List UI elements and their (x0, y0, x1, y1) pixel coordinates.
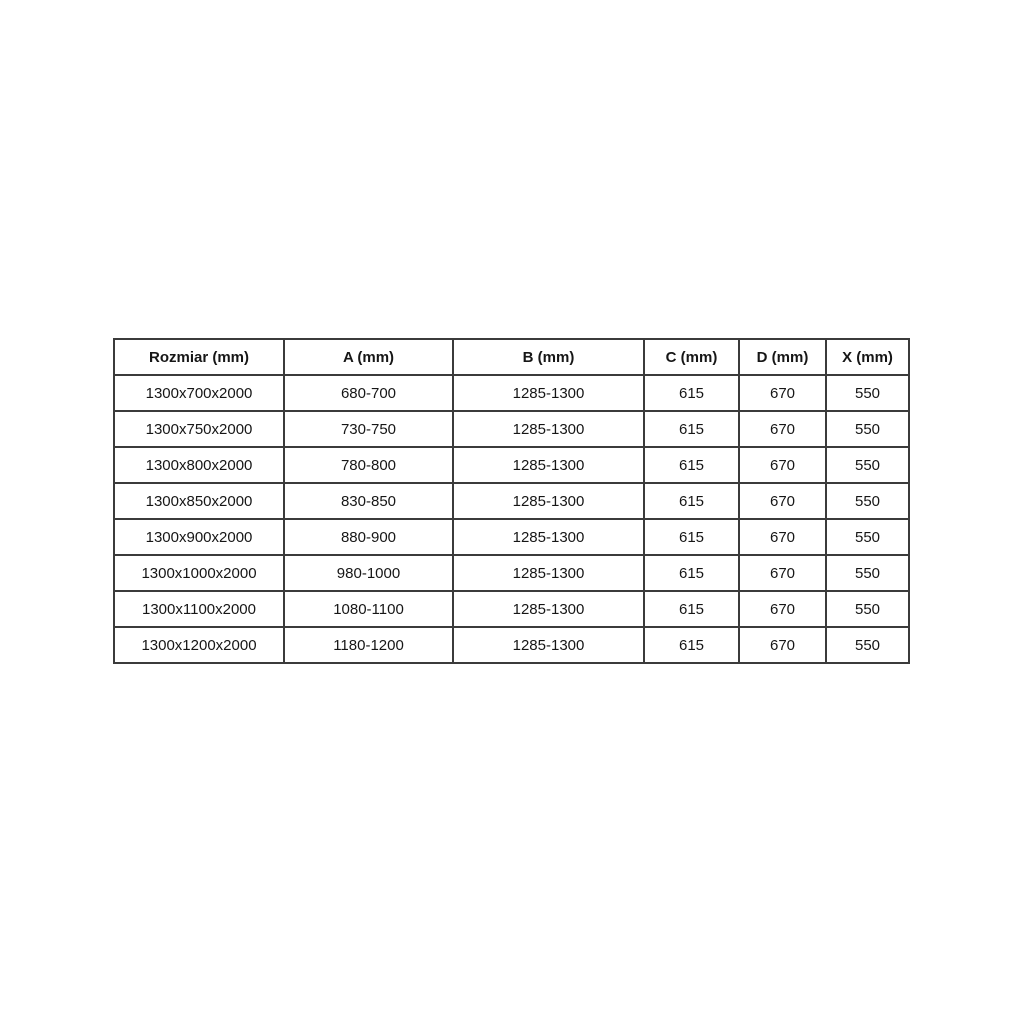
table-cell: 1300x750x2000 (113, 410, 285, 448)
table-cell: 680-700 (283, 374, 454, 412)
table-cell: 1300x1100x2000 (113, 590, 285, 628)
table-cell: 1285-1300 (452, 482, 645, 520)
table-cell: 670 (738, 446, 827, 484)
table-row: 1300x800x2000 780-800 1285-1300 615 670 550 (113, 446, 910, 484)
table-cell: 615 (643, 374, 740, 412)
table-cell: 1300x800x2000 (113, 446, 285, 484)
table-cell: 550 (825, 446, 910, 484)
table-cell: 550 (825, 626, 910, 664)
table-row: 1300x1200x2000 1180-1200 1285-1300 615 670 55… (113, 626, 910, 664)
column-header: A (mm) (283, 338, 454, 376)
table-cell: 730-750 (283, 410, 454, 448)
table-cell: 1285-1300 (452, 374, 645, 412)
table-cell: 1285-1300 (452, 554, 645, 592)
spec-table-container: Rozmiar (mm) A (mm) B (mm) C (mm) D (mm) X (m… (113, 338, 910, 664)
table-cell: 670 (738, 554, 827, 592)
table-body: 1300x700x2000 680-700 1285-1300 615 670 550 13… (113, 374, 910, 664)
table-cell: 670 (738, 482, 827, 520)
table-cell: 1300x850x2000 (113, 482, 285, 520)
column-header: B (mm) (452, 338, 645, 376)
table-cell: 550 (825, 590, 910, 628)
table-row: 1300x900x2000 880-900 1285-1300 615 670 550 (113, 518, 910, 556)
table-cell: 1285-1300 (452, 626, 645, 664)
table-cell: 550 (825, 374, 910, 412)
table-cell: 615 (643, 518, 740, 556)
table-cell: 1285-1300 (452, 590, 645, 628)
table-row: 1300x1000x2000 980-1000 1285-1300 615 670 550 (113, 554, 910, 592)
table-cell: 780-800 (283, 446, 454, 484)
column-header: Rozmiar (mm) (113, 338, 285, 376)
table-cell: 1300x900x2000 (113, 518, 285, 556)
table-cell: 880-900 (283, 518, 454, 556)
table-header: Rozmiar (mm) A (mm) B (mm) C (mm) D (mm) X (m… (113, 338, 910, 376)
dimensions-table: Rozmiar (mm) A (mm) B (mm) C (mm) D (mm) X (m… (113, 338, 910, 664)
table-cell: 550 (825, 482, 910, 520)
table-cell: 670 (738, 410, 827, 448)
table-cell: 1180-1200 (283, 626, 454, 664)
table-cell: 615 (643, 554, 740, 592)
table-cell: 550 (825, 518, 910, 556)
table-cell: 1285-1300 (452, 410, 645, 448)
table-cell: 1300x1200x2000 (113, 626, 285, 664)
table-cell: 615 (643, 590, 740, 628)
table-cell: 615 (643, 410, 740, 448)
table-row: 1300x850x2000 830-850 1285-1300 615 670 550 (113, 482, 910, 520)
table-cell: 670 (738, 590, 827, 628)
table-cell: 670 (738, 518, 827, 556)
table-cell: 830-850 (283, 482, 454, 520)
column-header: X (mm) (825, 338, 910, 376)
table-cell: 1080-1100 (283, 590, 454, 628)
table-cell: 1285-1300 (452, 446, 645, 484)
table-cell: 670 (738, 374, 827, 412)
table-cell: 670 (738, 626, 827, 664)
column-header: C (mm) (643, 338, 740, 376)
table-cell: 980-1000 (283, 554, 454, 592)
table-cell: 550 (825, 554, 910, 592)
table-cell: 1300x700x2000 (113, 374, 285, 412)
table-row: 1300x700x2000 680-700 1285-1300 615 670 550 (113, 374, 910, 412)
table-cell: 1285-1300 (452, 518, 645, 556)
table-cell: 615 (643, 446, 740, 484)
table-row: 1300x750x2000 730-750 1285-1300 615 670 550 (113, 410, 910, 448)
table-cell: 615 (643, 482, 740, 520)
header-row: Rozmiar (mm) A (mm) B (mm) C (mm) D (mm) X (m… (113, 338, 910, 376)
table-cell: 1300x1000x2000 (113, 554, 285, 592)
column-header: D (mm) (738, 338, 827, 376)
table-cell: 550 (825, 410, 910, 448)
table-cell: 615 (643, 626, 740, 664)
table-row: 1300x1100x2000 1080-1100 1285-1300 615 670 55… (113, 590, 910, 628)
